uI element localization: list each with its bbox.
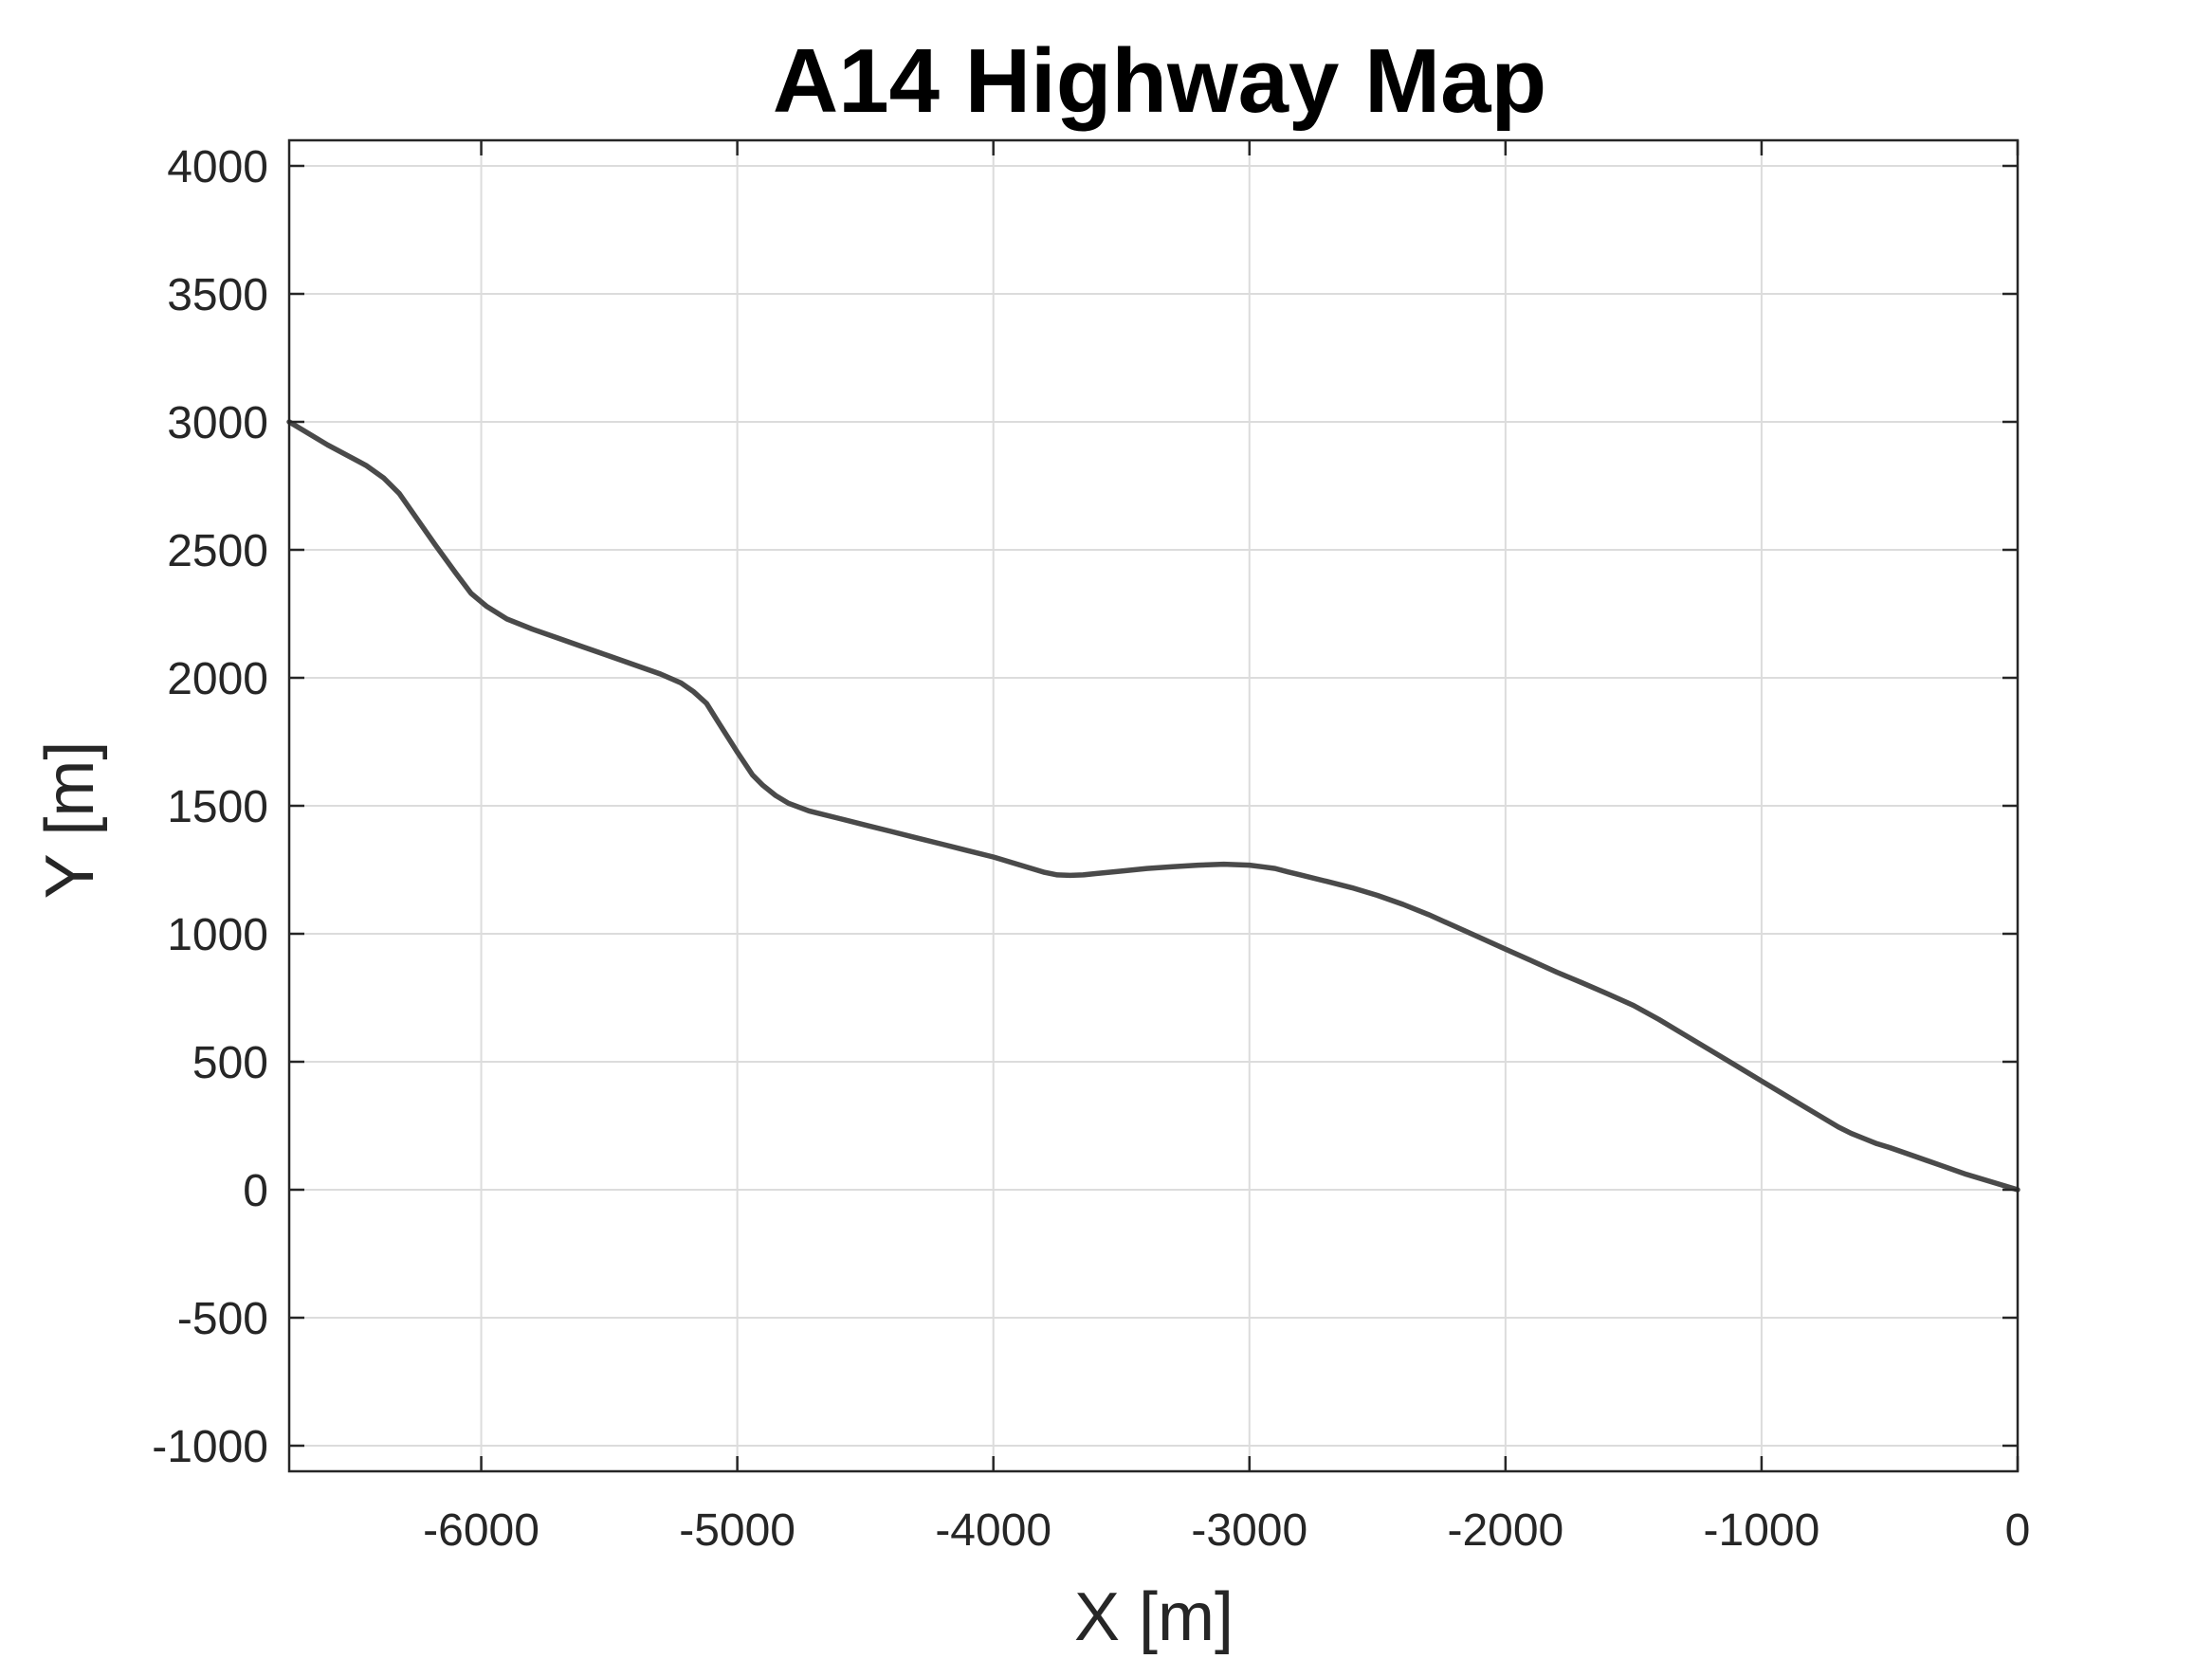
y-tick-label: 3000 xyxy=(167,398,268,448)
x-tick-label: -4000 xyxy=(935,1505,1051,1556)
y-tick-label: 4000 xyxy=(167,142,268,192)
chart-title: A14 Highway Map xyxy=(773,30,1546,132)
highway-line-series xyxy=(286,419,2020,1193)
x-axis-label: X [m] xyxy=(1074,1579,1234,1655)
x-tick-label: -3000 xyxy=(1191,1505,1307,1556)
y-tick-label: 0 xyxy=(243,1166,268,1216)
y-axis-label: Y [m] xyxy=(32,741,108,900)
y-tick-label: -1000 xyxy=(152,1422,268,1472)
y-tick-label: 2500 xyxy=(167,526,268,576)
x-tick-label: -6000 xyxy=(423,1505,539,1556)
y-tick-label: -500 xyxy=(177,1294,268,1344)
grid-layer xyxy=(289,140,2019,1471)
y-tick-label: 1000 xyxy=(167,910,268,960)
y-tick-label: 2000 xyxy=(167,654,268,704)
y-tick-label: 500 xyxy=(192,1038,268,1088)
y-tick-label: 3500 xyxy=(167,270,268,320)
x-tick-label: -1000 xyxy=(1704,1505,1820,1556)
x-tick-label: 0 xyxy=(2005,1505,2031,1556)
series-layer xyxy=(286,419,2020,1193)
x-tick-label: -2000 xyxy=(1447,1505,1563,1556)
y-tick-label: 1500 xyxy=(167,782,268,832)
x-tick-label: -5000 xyxy=(679,1505,795,1556)
tick-layer: -6000 -5000 -4000 -3000 -2000 -1000 0-1000-500… xyxy=(152,140,2030,1556)
